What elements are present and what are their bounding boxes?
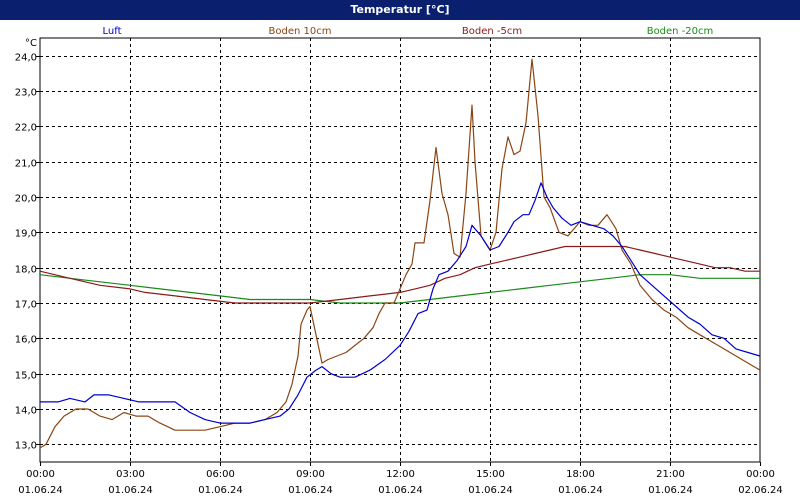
x-tick-label-date: 02.06.24 bbox=[738, 485, 783, 496]
legend-entry: Luft bbox=[103, 26, 122, 37]
y-tick-label: 23,0 bbox=[15, 88, 37, 99]
y-tick-label: 17,0 bbox=[15, 300, 37, 311]
y-tick-label: 14,0 bbox=[15, 406, 37, 417]
y-tick-label: 15,0 bbox=[15, 371, 37, 382]
y-tick-label: 19,0 bbox=[15, 229, 37, 240]
x-tick-label-time: 00:00 bbox=[746, 469, 775, 480]
x-tick-label-date: 01.06.24 bbox=[108, 485, 153, 496]
legend-entry: Boden -20cm bbox=[647, 26, 714, 37]
x-tick-label-time: 06:00 bbox=[206, 469, 235, 480]
x-tick-label-time: 00:00 bbox=[26, 469, 55, 480]
x-tick-label-date: 01.06.24 bbox=[378, 485, 423, 496]
x-tick-label-time: 15:00 bbox=[476, 469, 505, 480]
series-line bbox=[39, 245, 760, 304]
x-tick-label-date: 01.06.24 bbox=[468, 485, 513, 496]
x-tick-label-time: 21:00 bbox=[656, 469, 685, 480]
x-tick-label-date: 01.06.24 bbox=[18, 485, 63, 496]
y-axis-label: °C bbox=[25, 38, 37, 49]
x-tick-label-date: 01.06.24 bbox=[648, 485, 693, 496]
series-line bbox=[39, 58, 761, 449]
legend-entry: Boden -5cm bbox=[462, 26, 522, 37]
x-tick-label-date: 01.06.24 bbox=[288, 485, 333, 496]
y-tick-label: 20,0 bbox=[15, 194, 37, 205]
y-tick-label: 13,0 bbox=[15, 441, 37, 452]
legend-entry: Boden 10cm bbox=[269, 26, 332, 37]
x-tick-label-date: 01.06.24 bbox=[198, 485, 243, 496]
y-tick-label: 16,0 bbox=[15, 335, 37, 346]
chart-title: Temperatur [°C] bbox=[0, 0, 800, 20]
y-tick-label: 18,0 bbox=[15, 265, 37, 276]
x-tick-label-date: 01.06.24 bbox=[558, 485, 603, 496]
series-line bbox=[40, 182, 761, 424]
x-tick-label-time: 12:00 bbox=[386, 469, 415, 480]
y-tick-label: 21,0 bbox=[15, 159, 37, 170]
x-tick-label-time: 03:00 bbox=[116, 469, 145, 480]
y-tick-label: 24,0 bbox=[15, 53, 37, 64]
y-tick-label: 22,0 bbox=[15, 123, 37, 134]
x-tick-label-time: 09:00 bbox=[296, 469, 325, 480]
x-tick-label-time: 18:00 bbox=[566, 469, 595, 480]
